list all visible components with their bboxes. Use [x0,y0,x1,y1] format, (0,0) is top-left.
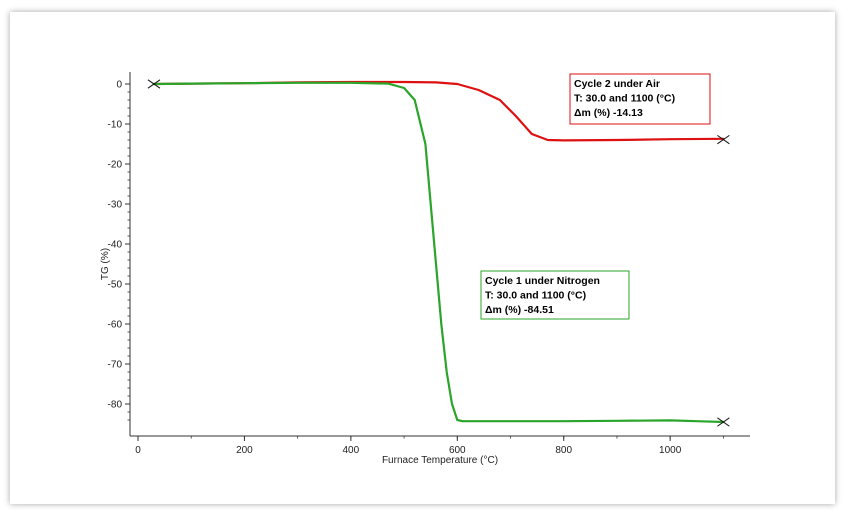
y-tick-label: -80 [108,400,123,411]
x-axis-title: Furnace Temperature (°C) [382,455,498,466]
y-tick-label: -20 [108,160,123,171]
y-tick-label: -50 [108,280,123,291]
annotation-line: Δm (%) -14.13 [574,107,643,119]
annotation-line: Δm (%) -84.51 [485,304,554,316]
end-marker [147,79,161,89]
x-tick-label: 400 [343,445,360,456]
series-line-1 [152,81,725,424]
x-tick-label: 200 [236,445,253,456]
x-tick-label: 1000 [659,445,682,456]
marker-stroke [717,134,730,145]
y-tick-label: -60 [108,320,123,331]
x-tick-label: 800 [555,445,572,456]
series-layer [152,80,725,424]
annotation-line: Cycle 1 under Nitrogen [485,275,600,287]
annotation-line: T: 30.0 and 1100 (°C) [485,290,586,302]
y-axis-title: TG (%) [100,248,111,280]
marker-layer [147,79,730,427]
annotation-border [569,73,711,125]
annotation-box-0: Cycle 2 under Air T: 30.0 and 1100 (°C) Δm… [569,73,711,125]
y-tick-label: -10 [108,120,123,131]
annotation-border [480,270,630,320]
annotation-line: T: 30.0 and 1100 (°C) [574,93,675,105]
annotation-layer: Cycle 2 under Air T: 30.0 and 1100 (°C) Δm… [480,73,711,320]
annotation-line: Cycle 2 under Air [574,78,660,90]
x-tick-label: 0 [135,445,141,456]
axes: 0 -10 -20 -30 -40 -50 -60 -70 -80 0 200 400 600 800 10… [108,72,750,456]
marker-stroke [717,417,730,427]
y-tick-label: 0 [116,80,122,91]
marker-stroke [147,79,161,89]
annotation-box-1: Cycle 1 under Nitrogen T: 30.0 and 1100 (… [480,270,630,320]
y-tick-label: -40 [108,240,123,251]
y-tick-label: -70 [108,360,123,371]
end-marker [717,417,730,427]
y-tick-label: -30 [108,200,123,211]
x-tick-label: 600 [449,445,466,456]
end-marker [717,134,730,145]
